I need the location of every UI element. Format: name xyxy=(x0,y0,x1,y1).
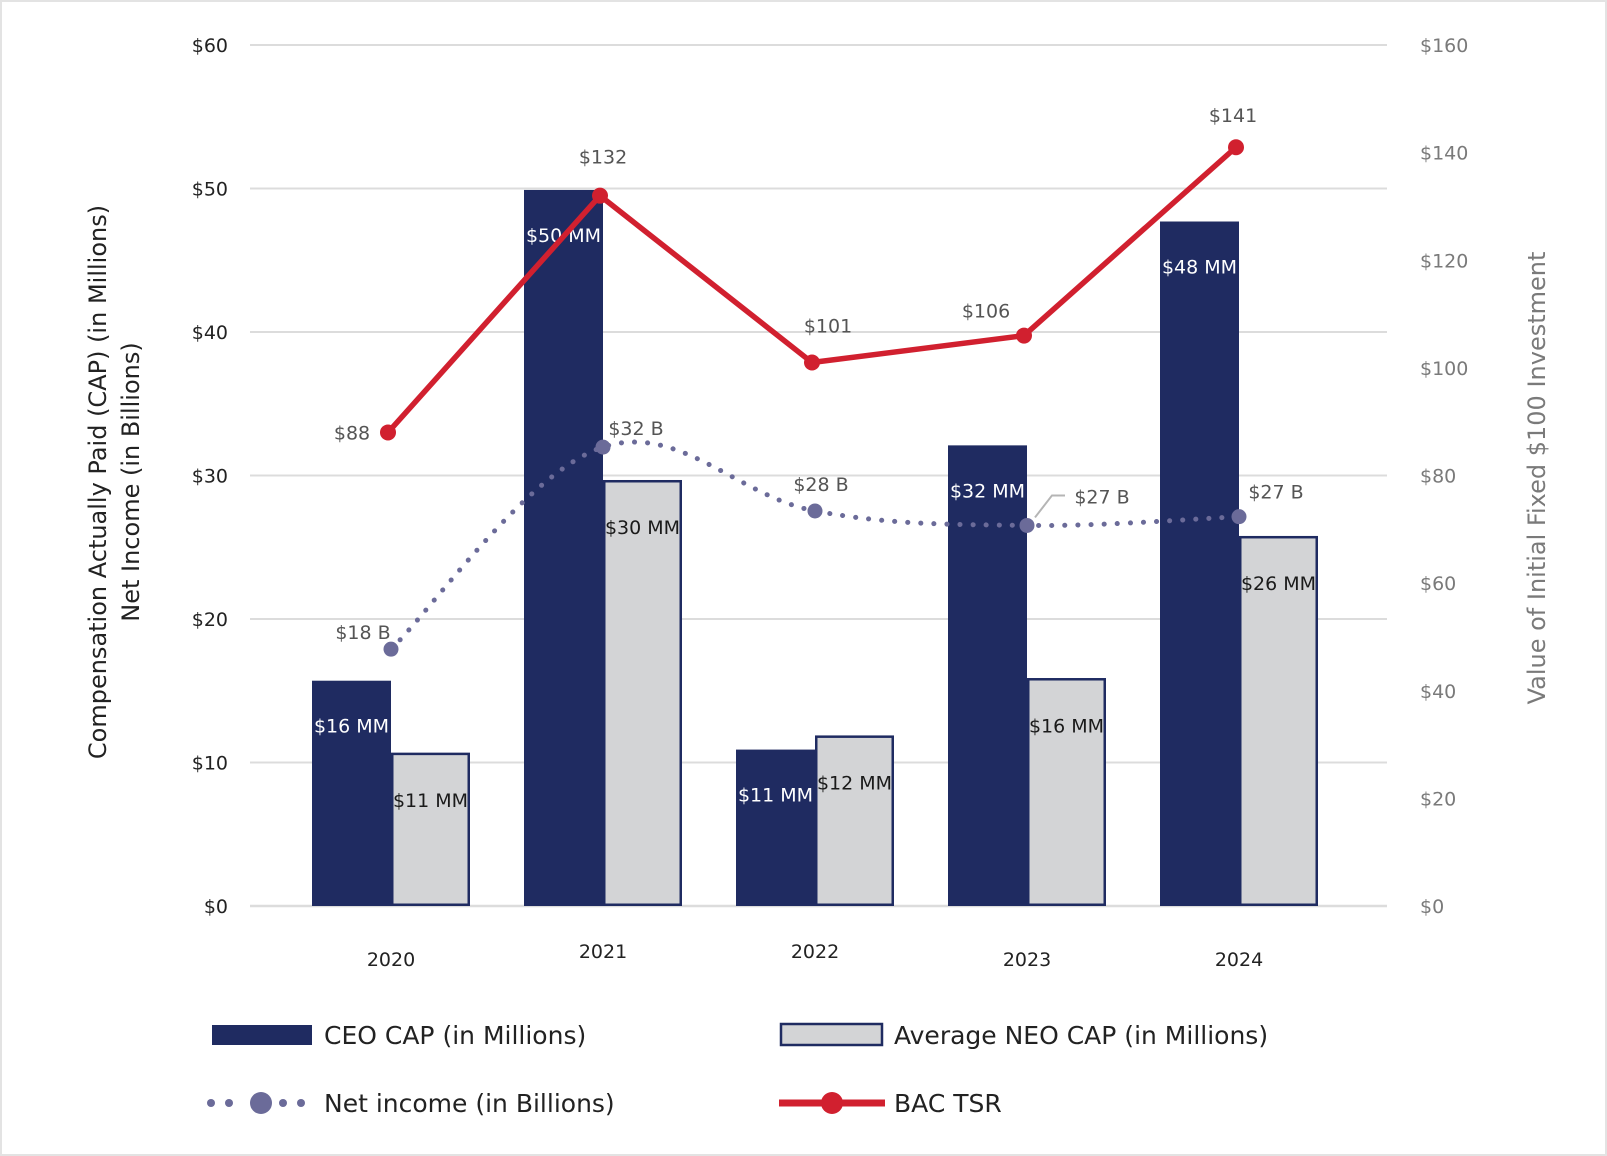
left-tick-label: $10 xyxy=(192,753,228,775)
right-tick-label: $120 xyxy=(1420,250,1468,272)
right-tick-label: $100 xyxy=(1420,358,1468,380)
ceo-cap-data-label: $32 MM xyxy=(950,480,1025,502)
x-tick-label: 2020 xyxy=(367,949,415,971)
net-income-leader-line xyxy=(1034,494,1065,519)
ceo-cap-bar xyxy=(736,749,815,906)
bars: $16 MM$11 MM$50 MM$30 MM$11 MM$12 MM$32 … xyxy=(312,189,1318,907)
ceo-cap-bar xyxy=(524,189,603,906)
net-income-point xyxy=(383,641,399,657)
bac-tsr-data-label: $88 xyxy=(334,422,370,444)
legend-swatch-neo-cap xyxy=(779,1022,884,1047)
bac-tsr-point xyxy=(1016,327,1032,344)
bac-tsr-data-label: $141 xyxy=(1209,105,1257,127)
left-tick-label: $0 xyxy=(204,896,228,918)
left-tick-label: $20 xyxy=(192,609,228,631)
bac-tsr-point xyxy=(1228,139,1244,156)
ceo-cap-data-label: $16 MM xyxy=(314,716,389,738)
net-income-point xyxy=(1231,509,1247,525)
neo-cap-data-label: $12 MM xyxy=(817,773,892,795)
net-income-series: $18 B $32 B $28 B $27 B $27 B xyxy=(335,418,1304,657)
neo-cap-data-label: $16 MM xyxy=(1029,715,1104,737)
neo-cap-bar xyxy=(1027,678,1106,907)
right-tick-label: $80 xyxy=(1420,466,1456,488)
ceo-cap-data-label: $48 MM xyxy=(1162,257,1237,279)
bac-tsr-point xyxy=(592,187,608,204)
right-tick-label: $20 xyxy=(1420,788,1456,810)
legend-label-neo-cap: Average NEO CAP (in Millions) xyxy=(894,1021,1268,1050)
left-tick-label: $30 xyxy=(192,466,228,488)
right-tick-label: $140 xyxy=(1420,143,1468,165)
bac-tsr-line xyxy=(385,145,1238,435)
bac-tsr-data-label: $132 xyxy=(579,147,627,169)
legend-swatch-ceo-cap xyxy=(212,1025,312,1045)
right-tick-label: $40 xyxy=(1420,681,1456,703)
legend-swatch-net-income xyxy=(207,1092,305,1114)
net-income-point xyxy=(1019,517,1035,533)
net-income-data-label: $32 B xyxy=(608,418,663,440)
net-income-data-label: $27 B xyxy=(1074,486,1129,508)
neo-cap-bar xyxy=(815,735,894,906)
bac-tsr-point xyxy=(804,354,820,371)
net-income-point xyxy=(595,439,611,455)
bac-tsr-series: $88 $132 $101 $106 $141 xyxy=(334,105,1257,444)
legend-label-bac-tsr: BAC TSR xyxy=(894,1089,1002,1118)
x-axis-ticks: 2020 2021 2022 2023 2024 xyxy=(367,941,1263,971)
left-axis-title-line1: Compensation Actually Paid (CAP) (in Mil… xyxy=(84,205,112,759)
x-tick-label: 2024 xyxy=(1215,949,1263,971)
legend: CEO CAP (in Millions) Average NEO CAP (i… xyxy=(207,1021,1268,1118)
neo-cap-data-label: $30 MM xyxy=(605,517,680,539)
legend-label-ceo-cap: CEO CAP (in Millions) xyxy=(324,1021,586,1050)
left-axis-ticks: $0 $10 $20 $30 $40 $50 $60 xyxy=(192,35,228,918)
left-tick-label: $50 xyxy=(192,179,228,201)
right-tick-label: $60 xyxy=(1420,573,1456,595)
x-tick-label: 2022 xyxy=(791,941,839,963)
left-tick-label: $40 xyxy=(192,322,228,344)
bac-tsr-data-label: $101 xyxy=(804,315,852,337)
bac-tsr-point xyxy=(380,424,396,441)
ceo-cap-bar xyxy=(1160,221,1239,906)
left-axis-title-line2: Net Income (in Billions) xyxy=(117,342,145,621)
ceo-cap-data-label: $11 MM xyxy=(738,785,813,807)
x-tick-label: 2021 xyxy=(579,941,627,963)
net-income-data-label: $28 B xyxy=(793,474,848,496)
neo-cap-bar xyxy=(603,479,682,906)
net-income-data-label: $27 B xyxy=(1248,482,1303,504)
right-axis-title: Value of Initial Fixed $100 Investment xyxy=(1523,252,1551,705)
net-income-data-label: $18 B xyxy=(335,622,390,644)
ceo-cap-bar xyxy=(948,445,1027,906)
legend-label-net-income: Net income (in Billions) xyxy=(324,1089,615,1118)
x-tick-label: 2023 xyxy=(1003,949,1051,971)
left-tick-label: $60 xyxy=(192,35,228,57)
legend-swatch-bac-tsr xyxy=(779,1092,885,1114)
ceo-cap-bar xyxy=(312,680,391,906)
bac-tsr-data-label: $106 xyxy=(962,301,1010,323)
right-tick-label: $0 xyxy=(1420,896,1444,918)
neo-cap-bar xyxy=(1239,535,1318,907)
neo-cap-data-label: $26 MM xyxy=(1241,573,1316,595)
right-tick-label: $160 xyxy=(1420,35,1468,57)
neo-cap-bar xyxy=(391,752,470,907)
net-income-line xyxy=(388,439,1242,652)
net-income-point xyxy=(807,503,823,519)
right-axis-ticks: $0 $20 $40 $60 $80 $100 $120 $140 $160 xyxy=(1420,35,1468,918)
neo-cap-data-label: $11 MM xyxy=(393,790,468,812)
